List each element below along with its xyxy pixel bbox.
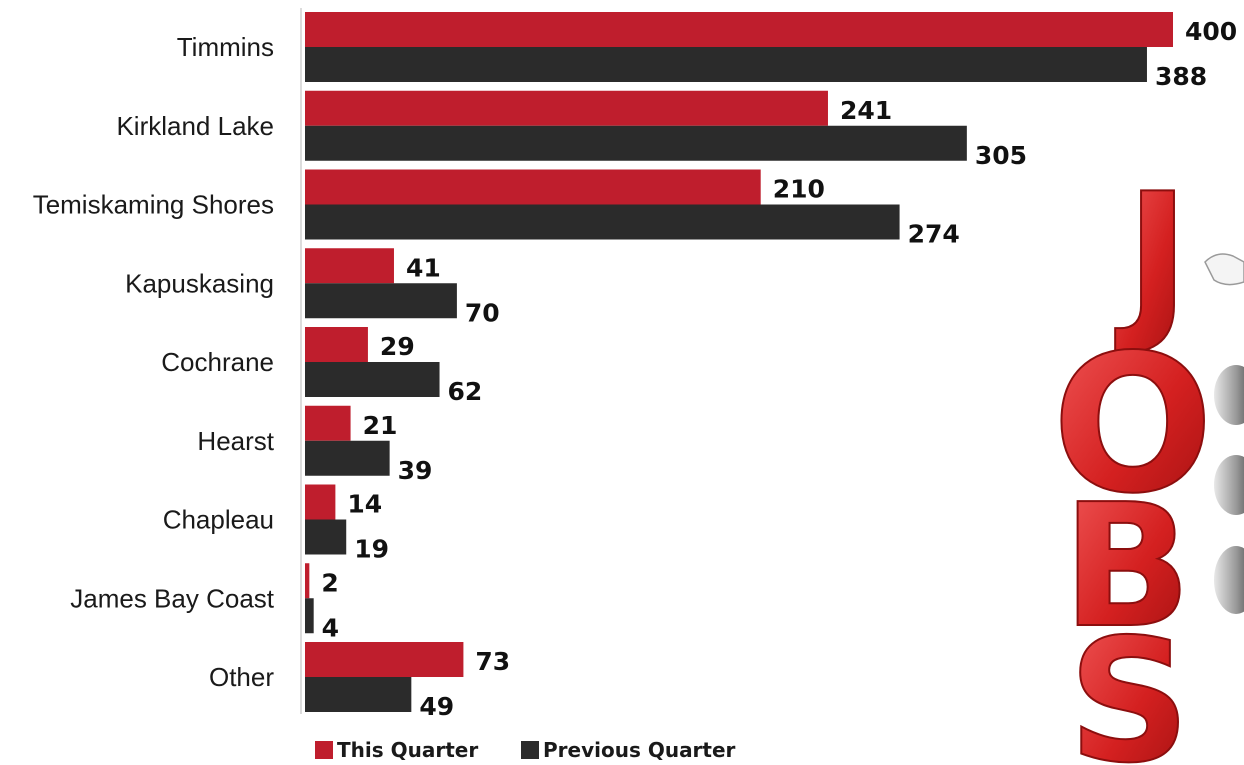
value-label-james-bay-coast-this-quarter: 2 <box>321 568 338 597</box>
bar-kapuskasing-previous-quarter <box>305 283 457 319</box>
category-label-timmins: Timmins <box>177 32 274 62</box>
value-label-kirkland-lake-previous-quarter: 305 <box>975 141 1027 170</box>
bar-james-bay-coast-this-quarter <box>305 563 310 599</box>
legend-swatch-previous-quarter <box>521 741 539 759</box>
value-label-chapleau-this-quarter: 14 <box>347 490 382 519</box>
letter-o: O <box>1052 314 1214 535</box>
value-label-timmins-this-quarter: 400 <box>1185 17 1237 46</box>
bar-kapuskasing-this-quarter <box>305 248 394 284</box>
value-label-hearst-this-quarter: 21 <box>363 411 398 440</box>
bar-other-this-quarter <box>305 642 464 677</box>
value-label-kapuskasing-previous-quarter: 70 <box>465 298 500 327</box>
value-label-kirkland-lake-this-quarter: 241 <box>840 96 892 125</box>
bar-hearst-this-quarter <box>305 405 351 441</box>
category-label-kapuskasing: Kapuskasing <box>125 268 274 298</box>
bar-group <box>305 12 1173 712</box>
bar-cochrane-previous-quarter <box>305 362 440 397</box>
bar-other-previous-quarter <box>305 677 412 712</box>
figure-head-1 <box>1214 365 1244 425</box>
category-label-temiskaming-shores: Temiskaming Shores <box>33 190 274 220</box>
figure-head-2 <box>1214 455 1244 515</box>
bar-temiskaming-shores-this-quarter <box>305 169 761 205</box>
bar-timmins-previous-quarter <box>305 47 1147 82</box>
value-label-temiskaming-shores-this-quarter: 210 <box>773 175 825 204</box>
category-labels: Timmins Kirkland Lake Temiskaming Shores Ka… <box>33 32 275 692</box>
bar-james-bay-coast-previous-quarter <box>305 598 314 634</box>
jobs-letters-illustration: J O B S <box>1051 156 1244 765</box>
bar-kirkland-lake-this-quarter <box>305 90 828 126</box>
value-label-hearst-previous-quarter: 39 <box>398 456 433 485</box>
bar-timmins-this-quarter <box>305 12 1173 47</box>
category-label-cochrane: Cochrane <box>161 347 274 377</box>
legend-label-previous-quarter: Previous Quarter <box>543 738 736 762</box>
letter-s: S <box>1068 603 1190 765</box>
value-label-cochrane-previous-quarter: 62 <box>448 377 483 406</box>
value-label-kapuskasing-this-quarter: 41 <box>406 253 441 282</box>
letter-j: J <box>1115 157 1190 360</box>
category-label-other: Other <box>209 662 274 692</box>
bar-temiskaming-shores-previous-quarter <box>305 204 900 240</box>
figure-head-3 <box>1214 546 1244 614</box>
bar-kirkland-lake-previous-quarter <box>305 125 967 161</box>
bar-hearst-previous-quarter <box>305 440 390 476</box>
legend: This Quarter Previous Quarter <box>315 738 736 762</box>
value-label-other-previous-quarter: 49 <box>419 692 454 721</box>
category-label-chapleau: Chapleau <box>163 505 274 535</box>
value-label-temiskaming-shores-previous-quarter: 274 <box>908 220 960 249</box>
legend-swatch-this-quarter <box>315 741 333 759</box>
legend-label-this-quarter: This Quarter <box>337 738 478 762</box>
category-label-james-bay-coast: James Bay Coast <box>70 583 275 613</box>
letter-b: B <box>1062 468 1192 666</box>
figure-hand <box>1204 253 1244 286</box>
category-label-hearst: Hearst <box>197 426 274 456</box>
bar-cochrane-this-quarter <box>305 327 368 362</box>
value-label-timmins-previous-quarter: 388 <box>1155 62 1207 91</box>
value-label-chapleau-previous-quarter: 19 <box>354 535 389 564</box>
value-label-cochrane-this-quarter: 29 <box>380 332 415 361</box>
bar-chapleau-this-quarter <box>305 484 336 520</box>
value-label-james-bay-coast-previous-quarter: 4 <box>322 613 339 642</box>
bar-chapleau-previous-quarter <box>305 519 347 555</box>
value-label-other-this-quarter: 73 <box>475 647 510 676</box>
category-label-kirkland-lake: Kirkland Lake <box>116 111 274 141</box>
